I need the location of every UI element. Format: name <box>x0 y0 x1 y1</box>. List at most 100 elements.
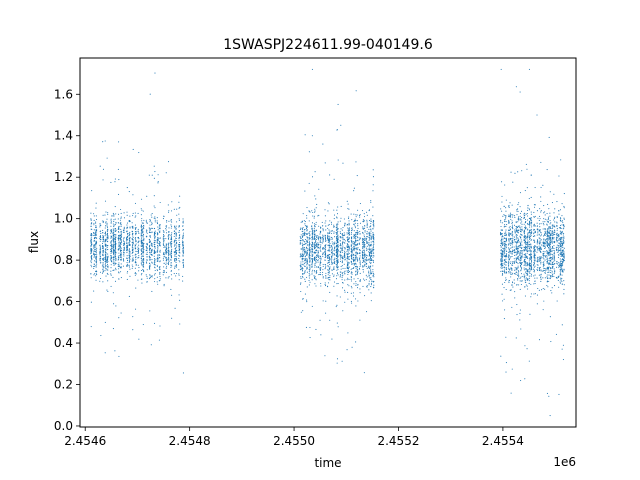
data-point <box>357 243 359 245</box>
data-point <box>151 290 153 293</box>
data-point <box>505 199 507 201</box>
data-point <box>357 231 359 233</box>
data-point <box>313 252 315 254</box>
data-point <box>316 272 318 274</box>
data-point <box>315 271 318 273</box>
data-point <box>178 207 180 209</box>
data-point <box>90 257 92 259</box>
data-point <box>533 240 535 242</box>
data-point <box>364 237 366 239</box>
data-point <box>326 254 329 257</box>
data-point <box>333 274 335 276</box>
data-point <box>355 256 357 258</box>
data-point <box>509 215 511 217</box>
data-point <box>509 229 511 231</box>
data-point <box>347 291 349 294</box>
data-point <box>127 259 129 261</box>
data-point <box>370 228 372 230</box>
data-point <box>115 247 117 249</box>
data-point <box>327 257 329 259</box>
data-point <box>153 262 155 264</box>
data-point <box>328 241 330 243</box>
data-point <box>336 358 339 360</box>
data-point <box>534 280 536 282</box>
data-point <box>168 249 170 251</box>
data-point <box>521 228 523 230</box>
data-point <box>91 249 93 251</box>
data-point <box>114 241 116 243</box>
data-point <box>347 253 349 255</box>
data-point <box>526 348 528 350</box>
data-point <box>523 275 525 277</box>
data-point <box>516 214 518 216</box>
data-point <box>182 252 184 254</box>
data-point <box>539 226 541 228</box>
data-point <box>534 250 536 252</box>
data-point <box>366 233 368 235</box>
data-point <box>182 280 184 282</box>
data-point <box>346 242 348 245</box>
data-point <box>182 245 184 247</box>
data-point <box>306 244 308 246</box>
data-point <box>359 264 361 266</box>
data-point <box>315 243 318 245</box>
data-point <box>102 281 104 283</box>
data-point <box>525 163 527 165</box>
data-point <box>330 245 333 247</box>
data-point <box>311 228 313 230</box>
data-point <box>170 257 172 259</box>
data-point <box>306 253 308 255</box>
data-point <box>142 228 144 230</box>
data-point <box>145 274 147 276</box>
data-point <box>146 243 148 245</box>
data-point <box>524 257 526 259</box>
data-point <box>170 258 172 260</box>
data-point <box>315 259 317 261</box>
data-point <box>322 277 324 279</box>
data-point <box>348 224 350 226</box>
data-point <box>135 239 137 241</box>
data-point <box>359 265 361 268</box>
data-point <box>182 260 184 262</box>
data-point <box>151 275 153 277</box>
data-point <box>370 286 372 288</box>
data-point <box>502 300 504 302</box>
data-point <box>329 244 331 246</box>
data-point <box>537 230 539 232</box>
data-point <box>137 264 139 266</box>
data-point <box>500 249 502 252</box>
data-point <box>511 214 513 216</box>
data-point <box>311 261 313 263</box>
data-point <box>511 284 513 286</box>
data-point <box>99 249 101 251</box>
data-point <box>324 254 326 256</box>
data-point <box>508 239 510 241</box>
data-point <box>333 248 336 250</box>
data-point <box>347 203 349 205</box>
data-point <box>95 247 97 249</box>
data-point <box>343 255 345 257</box>
data-point <box>516 253 518 255</box>
data-point <box>344 240 346 242</box>
data-point <box>370 284 372 286</box>
data-point <box>508 230 510 232</box>
data-point <box>306 242 308 244</box>
data-point <box>329 276 331 278</box>
data-point <box>347 236 349 238</box>
data-point <box>319 263 321 265</box>
data-point <box>329 237 331 239</box>
data-point <box>149 274 151 276</box>
data-point <box>176 259 178 261</box>
data-point <box>355 214 357 216</box>
data-point <box>311 229 313 231</box>
data-point <box>311 237 313 239</box>
data-point <box>132 245 134 247</box>
data-point <box>501 257 503 259</box>
data-point <box>165 253 167 255</box>
data-point <box>355 341 357 343</box>
data-point <box>113 253 115 255</box>
data-point <box>140 232 142 234</box>
data-point <box>131 237 133 240</box>
data-point <box>95 248 97 251</box>
data-point <box>527 279 529 281</box>
